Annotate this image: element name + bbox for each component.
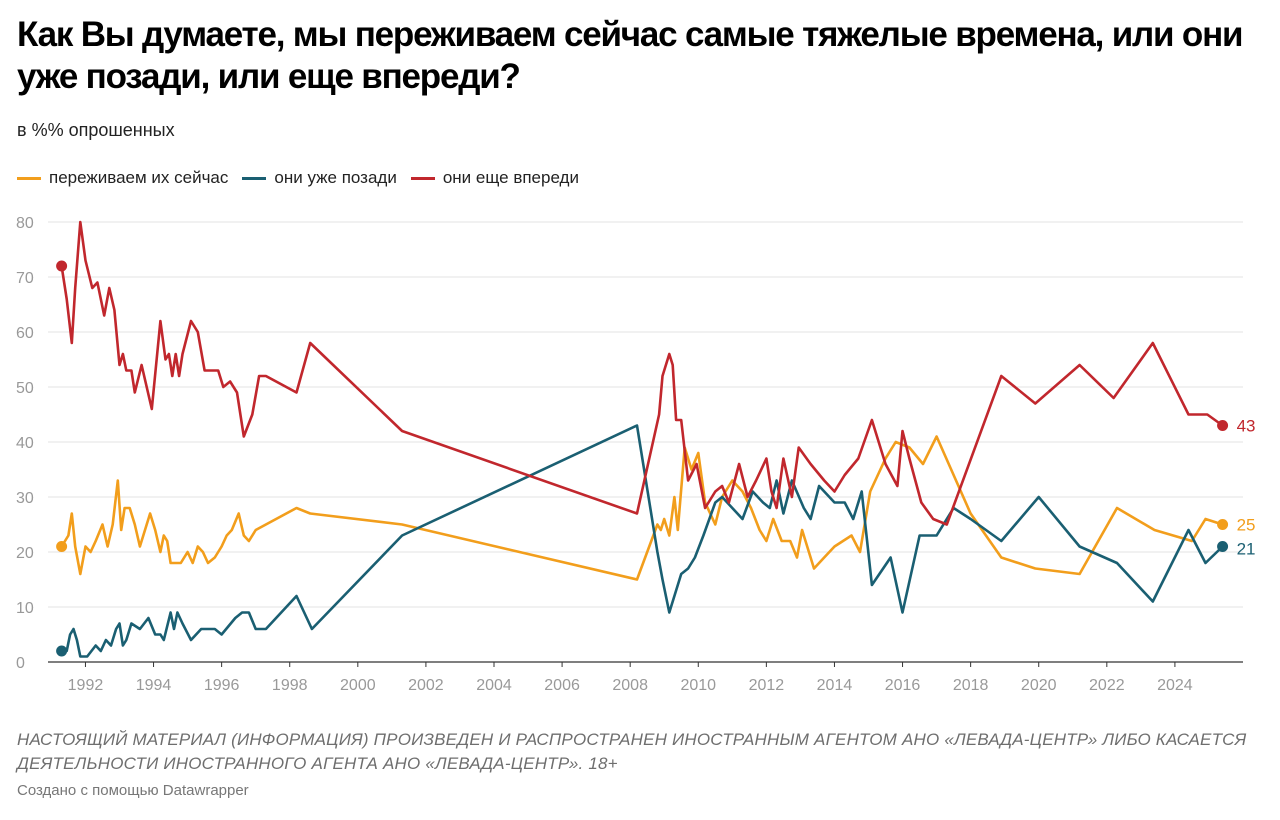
series-line	[60, 424, 1224, 658]
y-tick-label: 60	[16, 325, 34, 342]
series-end-label: 21	[1237, 540, 1256, 559]
x-tick-label: 2024	[1157, 677, 1193, 694]
line-chart: 0 10 20 30 40 50 60 70 80 1992 1994 1996 1998 2000 200…	[16, 215, 1256, 694]
chart-title: Как Вы думаете, мы переживаем сейчас сам…	[17, 15, 1244, 96]
x-tick-label: 2002	[408, 677, 444, 694]
series-end-label: 43	[1237, 417, 1256, 436]
x-tick-label: 2016	[885, 677, 921, 694]
x-tick-label: 2010	[680, 677, 716, 694]
legend-label-ahead: они еще впереди	[442, 168, 579, 187]
series-end-point	[1217, 420, 1229, 431]
x-tick-label: 1994	[136, 677, 172, 694]
x-tick-label: 1996	[204, 677, 240, 694]
x-tick-label: 2004	[476, 677, 512, 694]
x-tick-label: 2020	[1021, 677, 1057, 694]
series-start-point	[56, 541, 68, 552]
series-end-point	[1217, 519, 1229, 530]
y-tick-label: 30	[16, 490, 34, 507]
x-tick-label: 2014	[817, 677, 853, 694]
series-line	[60, 435, 1224, 581]
series-end-point	[1217, 541, 1229, 552]
x-tick-label: 2008	[612, 677, 648, 694]
x-tick-label: 2012	[749, 677, 785, 694]
legend-label-now: переживаем их сейчас	[49, 168, 229, 187]
chart-subtitle: в %% опрошенных	[17, 120, 175, 140]
y-tick-label: 20	[16, 545, 34, 562]
legend-label-behind: они уже позади	[274, 168, 397, 187]
x-tick-label: 2022	[1089, 677, 1125, 694]
y-tick-label: 0	[16, 655, 25, 672]
y-tick-label: 80	[16, 215, 34, 232]
series-end-label: 25	[1237, 516, 1256, 535]
legend-item-now: переживаем их сейчас	[17, 168, 228, 188]
series-start-point	[56, 260, 68, 272]
x-tick-label: 2000	[340, 677, 376, 694]
legend-swatch-now	[17, 176, 41, 180]
legend-item-ahead: они еще впереди	[410, 168, 579, 188]
legend-swatch-ahead	[410, 176, 435, 180]
y-tick-label: 40	[16, 435, 34, 452]
foreign-agent-notice: НАСТОЯЩИЙ МАТЕРИАЛ (ИНФОРМАЦИЯ) ПРОИЗВЕД…	[17, 730, 1247, 773]
x-tick-label: 2018	[953, 677, 989, 694]
y-tick-label: 10	[16, 600, 34, 617]
series-line	[60, 220, 1224, 526]
legend-swatch-behind	[242, 176, 267, 180]
credit-text: Создано с помощью Datawrapper	[17, 782, 249, 799]
x-tick-label: 1992	[68, 677, 104, 694]
legend: переживаем их сейчас они уже позади они …	[17, 168, 579, 188]
legend-item-behind: они уже позади	[242, 168, 397, 188]
series-start-point	[56, 645, 68, 657]
x-tick-label: 1998	[272, 677, 308, 694]
x-tick-label: 2006	[544, 677, 580, 694]
y-tick-label: 70	[16, 270, 34, 287]
y-tick-label: 50	[16, 380, 34, 397]
